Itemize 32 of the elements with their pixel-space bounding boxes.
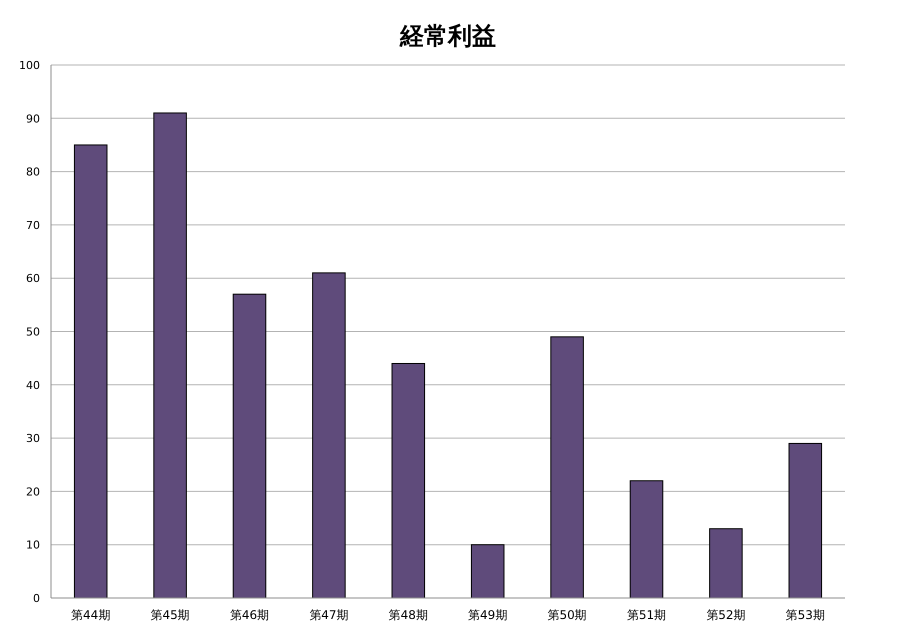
- chart-title: 経常利益: [399, 22, 496, 50]
- y-tick-label: 10: [26, 538, 40, 552]
- x-tick-label: 第45期: [150, 608, 190, 622]
- bar: [74, 144, 108, 598]
- bar: [550, 336, 584, 598]
- y-tick-label: 60: [26, 272, 40, 286]
- x-tick-label: 第46期: [230, 608, 270, 622]
- y-tick-label: 20: [26, 485, 40, 498]
- bar: [232, 294, 266, 598]
- y-tick-label: 100: [19, 59, 40, 72]
- bar: [788, 442, 822, 598]
- y-tick-label: 0: [33, 592, 40, 605]
- x-tick-label: 第51期: [626, 608, 666, 622]
- bar: [153, 112, 187, 598]
- y-tick-label: 70: [26, 218, 40, 232]
- bar: [709, 528, 743, 598]
- bar: [630, 480, 664, 598]
- y-tick-label: 50: [26, 326, 40, 338]
- y-tick-label: 80: [26, 166, 40, 179]
- bar: [392, 362, 426, 598]
- x-tick-label: 第44期: [71, 608, 110, 622]
- x-tick-label: 第49期: [468, 608, 508, 622]
- x-tick-label: 第47期: [309, 608, 349, 622]
- y-tick-label: 30: [26, 432, 40, 446]
- x-tick-label: 第50期: [547, 608, 587, 622]
- bar: [312, 272, 346, 598]
- x-tick-label: 第53期: [786, 608, 825, 622]
- x-tick-label: 第52期: [706, 608, 746, 622]
- bar: [470, 544, 504, 598]
- y-tick-label: 40: [26, 378, 40, 392]
- x-tick-label: 第48期: [388, 608, 428, 622]
- y-tick-label: 90: [26, 112, 40, 126]
